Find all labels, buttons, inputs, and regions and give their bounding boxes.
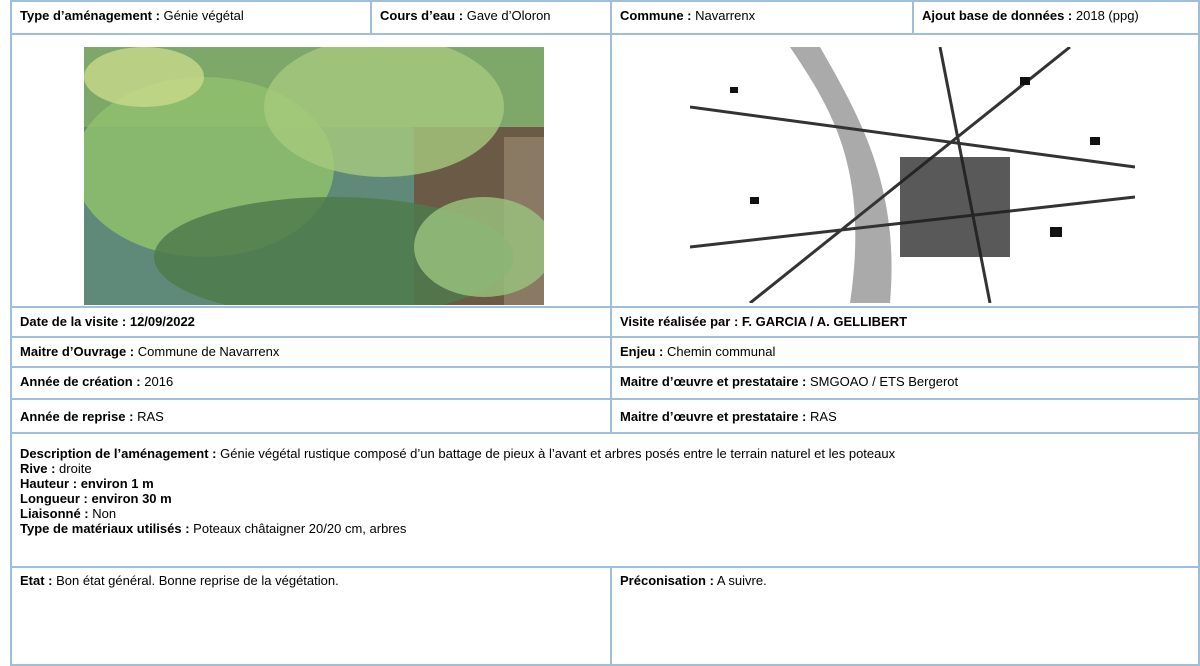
label: Commune :: [620, 8, 692, 23]
cell: Année de reprise : RAS: [10, 398, 612, 434]
cell: Type d’aménagement : Génie végétal: [10, 0, 372, 35]
map-cell: [610, 33, 1200, 308]
value: Gave d’Oloron: [466, 8, 551, 23]
label: Longueur :: [20, 491, 88, 506]
description-cell: Description de l’aménagement : Génie vég…: [10, 432, 1200, 568]
value: 2016: [144, 374, 174, 389]
label: Maitre d’Ouvrage :: [20, 344, 135, 359]
value: Commune de Navarrenx: [137, 344, 280, 359]
value: droite: [59, 461, 92, 476]
cell: Commune : Navarrenx: [610, 0, 914, 35]
label: Hauteur :: [20, 476, 78, 491]
label: Visite réalisée par :: [620, 314, 739, 329]
value: Bon état général. Bonne reprise de la vé…: [56, 573, 339, 588]
line: Rive : droite: [20, 461, 1190, 476]
value: 2018 (ppg): [1075, 8, 1139, 23]
value: A suivre.: [716, 573, 767, 588]
line: Liaisonné : Non: [20, 506, 1190, 521]
cell: Maitre d’œuvre et prestataire : RAS: [610, 398, 1200, 434]
label: Etat :: [20, 573, 53, 588]
label: Date de la visite :: [20, 314, 127, 329]
cell: Visite réalisée par : F. GARCIA / A. GEL…: [610, 306, 1200, 338]
line: Type de matériaux utilisés : Poteaux châ…: [20, 521, 1190, 536]
value: Non: [92, 506, 117, 521]
cell: Enjeu : Chemin communal: [610, 336, 1200, 368]
line: Description de l’aménagement : Génie vég…: [20, 446, 1190, 461]
label: Type de matériaux utilisés :: [20, 521, 190, 536]
label: Rive :: [20, 461, 56, 476]
label: Année de création :: [20, 374, 141, 389]
cell: Cours d’eau : Gave d’Oloron: [370, 0, 612, 35]
label: Type d’aménagement :: [20, 8, 160, 23]
value: SMGOAO / ETS Bergerot: [810, 374, 959, 389]
photo-cell: [10, 33, 612, 308]
value: F. GARCIA / A. GELLIBERT: [741, 314, 908, 329]
label: Liaisonné :: [20, 506, 89, 521]
label: Ajout base de données :: [922, 8, 1073, 23]
label: Cours d’eau :: [380, 8, 464, 23]
value: environ 1 m: [80, 476, 154, 491]
cell: Maitre d’œuvre et prestataire : SMGOAO /…: [610, 366, 1200, 400]
value: Navarrenx: [695, 8, 756, 23]
photo: [84, 47, 544, 305]
cell: Ajout base de données : 2018 (ppg): [912, 0, 1200, 35]
label: Description de l’aménagement :: [20, 446, 217, 461]
value: Génie végétal: [163, 8, 244, 23]
value: environ 30 m: [91, 491, 172, 506]
line: Hauteur : environ 1 m: [20, 476, 1190, 491]
label: Maitre d’œuvre et prestataire :: [620, 409, 807, 424]
label: Année de reprise :: [20, 409, 134, 424]
label: Maitre d’œuvre et prestataire :: [620, 374, 807, 389]
value: Chemin communal: [666, 344, 776, 359]
cell: Date de la visite : 12/09/2022: [10, 306, 612, 338]
value: Poteaux châtaigner 20/20 cm, arbres: [193, 521, 407, 536]
value: RAS: [137, 409, 164, 424]
value: RAS: [810, 409, 837, 424]
cell: Maitre d’Ouvrage : Commune de Navarrenx: [10, 336, 612, 368]
cell: Préconisation : A suivre.: [610, 566, 1200, 666]
label: Préconisation :: [620, 573, 714, 588]
line: Longueur : environ 30 m: [20, 491, 1190, 506]
label: Enjeu :: [620, 344, 664, 359]
cell: Etat : Bon état général. Bonne reprise d…: [10, 566, 612, 666]
value: Génie végétal rustique composé d’un batt…: [220, 446, 896, 461]
value: 12/09/2022: [129, 314, 195, 329]
cell: Année de création : 2016: [10, 366, 612, 400]
map: [690, 47, 1135, 303]
